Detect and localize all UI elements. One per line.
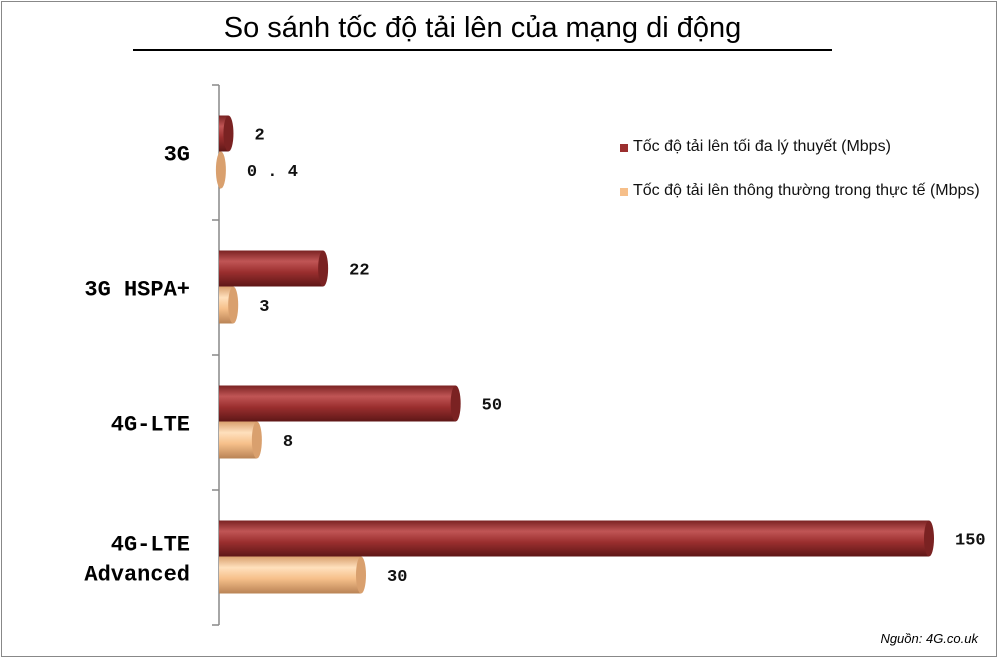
legend-item-theoretical: Tốc độ tải lên tối đa lý thuyết (Mbps) — [620, 136, 990, 158]
data-label: 8 — [283, 433, 293, 452]
bar-cap — [356, 556, 366, 594]
category-label: 4G-LTE — [111, 533, 190, 558]
data-label: 22 — [349, 262, 369, 281]
bar-cap — [318, 250, 329, 287]
bar-cap — [228, 286, 239, 324]
source-note: Nguồn: 4G.co.uk — [880, 631, 978, 646]
bar-cap — [251, 421, 262, 459]
title-underline — [133, 49, 832, 51]
legend: Tốc độ tải lên tối đa lý thuyết (Mbps) T… — [620, 136, 990, 224]
category-label: 4G-LTE — [111, 413, 190, 438]
data-label: 150 — [955, 532, 986, 551]
bar-cap — [924, 520, 934, 557]
category-label: 3G — [164, 143, 190, 168]
legend-label: Tốc độ tải lên thông thường trong thực t… — [633, 182, 980, 199]
bar-theoretical — [219, 520, 929, 557]
legend-swatch — [620, 144, 628, 152]
legend-item-actual: Tốc độ tải lên thông thường trong thực t… — [620, 180, 990, 202]
data-label: 3 — [259, 298, 269, 317]
chart-title: So sánh tốc độ tải lên của mạng di động — [223, 12, 742, 44]
bar-cap — [450, 385, 461, 422]
bar-actual — [219, 556, 361, 594]
bar-cap — [223, 115, 234, 152]
bar-theoretical — [219, 250, 324, 287]
bar-theoretical — [219, 385, 456, 422]
bar-cap — [215, 151, 226, 189]
data-label: 2 — [254, 127, 264, 146]
data-label: 50 — [482, 397, 502, 416]
category-label: Advanced — [84, 563, 190, 588]
data-label: 0 . 4 — [247, 163, 298, 182]
legend-label: Tốc độ tải lên tối đa lý thuyết (Mbps) — [633, 138, 891, 155]
bar-actual — [219, 421, 257, 459]
category-label: 3G HSPA+ — [84, 278, 190, 303]
data-label: 30 — [387, 568, 407, 587]
legend-swatch — [620, 188, 628, 196]
